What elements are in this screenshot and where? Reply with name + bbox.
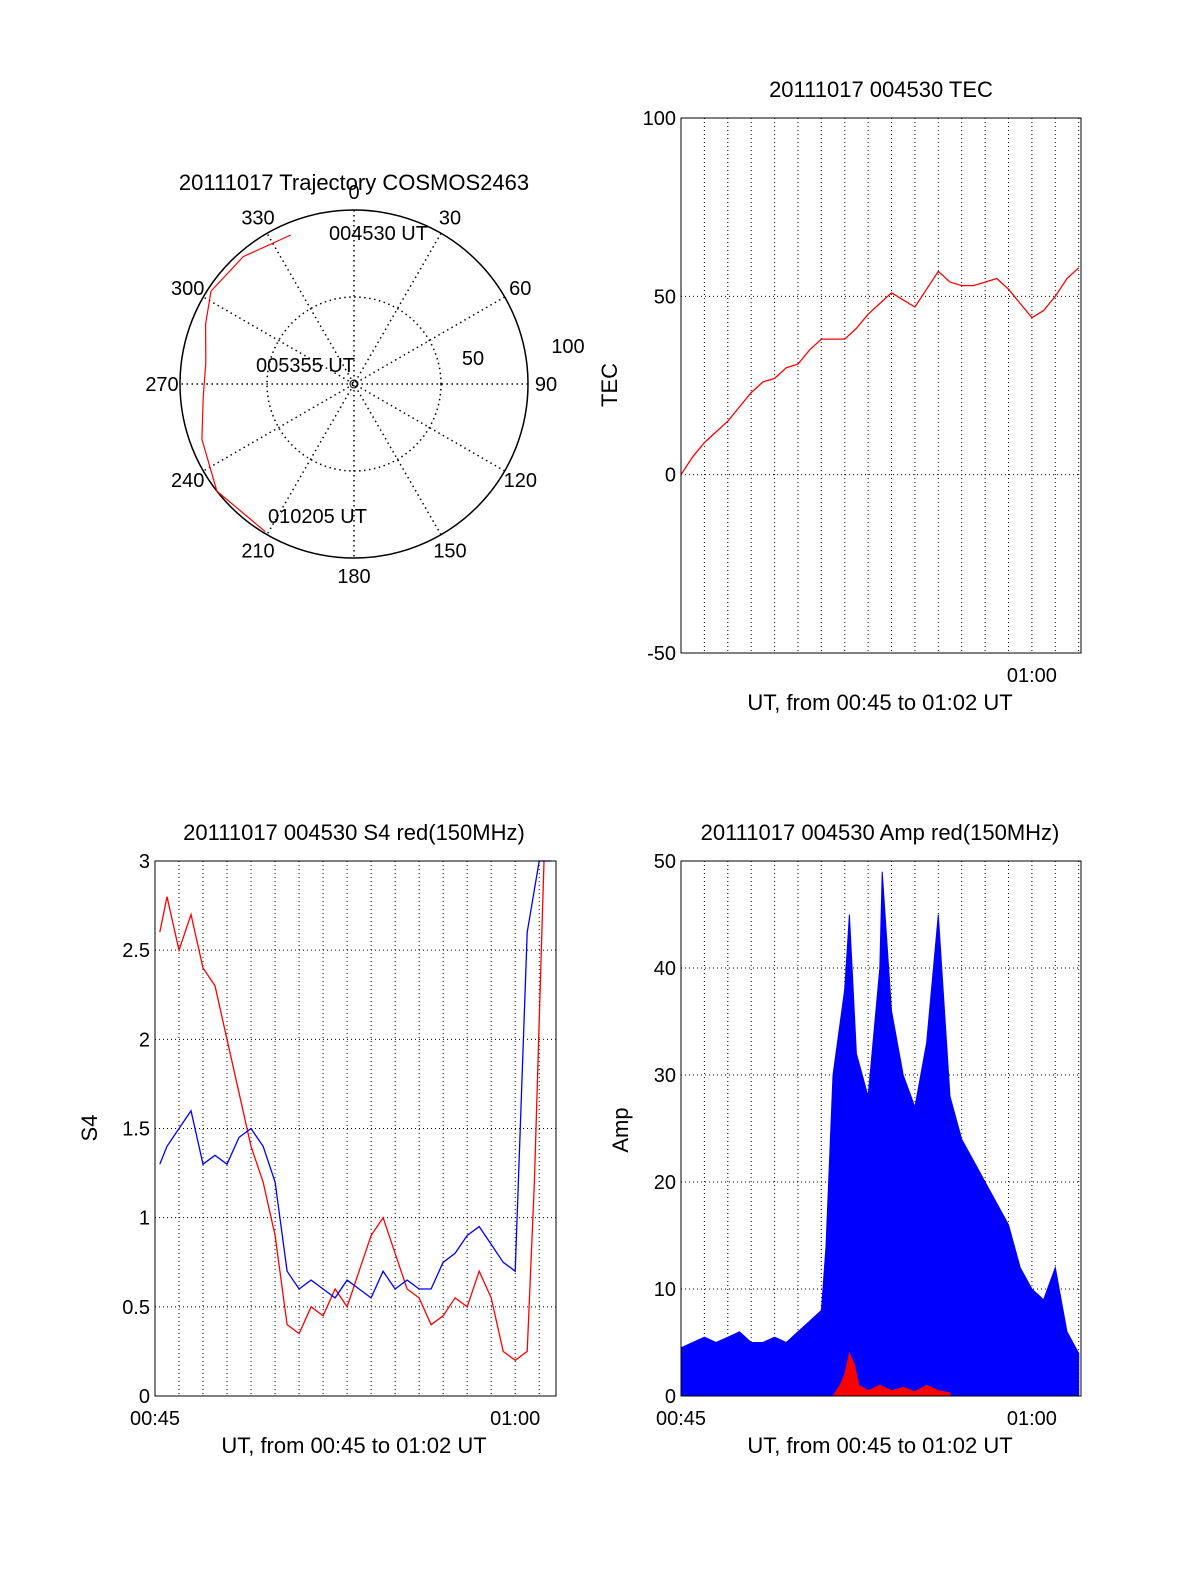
s4-title: 20111017 004530 S4 red(150MHz)	[183, 820, 525, 845]
polar-spoke	[266, 232, 442, 536]
tec-ytick-label: 50	[654, 286, 676, 308]
amp-xtick-label: 00:45	[656, 1408, 706, 1430]
amp-title: 20111017 004530 Amp red(150MHz)	[701, 820, 1060, 845]
tec-ytick-label: 100	[643, 108, 676, 130]
tec-title: 20111017 004530 TEC	[769, 77, 993, 102]
polar-angle-label: 270	[145, 374, 178, 396]
tec-plot: 20111017 004530 TEC -50 0 50 100 01:00 TEC U…	[597, 77, 1082, 715]
s4-tick-labels: 0 0.5 1 1.5 2 2.5 3 00:45 01:00	[122, 851, 540, 1430]
tec-ytick-label: -50	[647, 643, 676, 665]
polar-angle-label: 150	[433, 540, 466, 562]
amp-series-1-area	[832, 1351, 951, 1397]
s4-ytick-label: 1	[139, 1208, 150, 1230]
amp-series	[680, 871, 1080, 1397]
s4-ylabel: S4	[77, 1115, 102, 1142]
amp-ytick-label: 10	[654, 1279, 676, 1301]
s4-series	[159, 860, 552, 1362]
polar-angle-label: 0	[348, 182, 359, 204]
amp-axes-frame	[680, 860, 1082, 1397]
amp-plot: 20111017 004530 Amp red(150MHz) 0 10 20 30 4…	[608, 820, 1082, 1458]
tec-ylabel: TEC	[597, 363, 622, 407]
amp-xlabel: UT, from 00:45 to 01:02 UT	[747, 1433, 1012, 1458]
tec-tick-labels: -50 0 50 100 01:00	[643, 108, 1057, 687]
tec-series-0-line	[680, 267, 1080, 476]
s4-series-1-line	[159, 860, 552, 1299]
polar-angle-label: 240	[171, 470, 204, 492]
polar-angle-label: 60	[509, 278, 531, 300]
polar-angle-labels: 0 30 60 90 120 150 180 210 240 270 300 330	[145, 182, 557, 588]
amp-tick-labels: 0 10 20 30 40 50 00:45 01:00	[654, 851, 1057, 1430]
tec-series	[680, 267, 1080, 476]
tec-xlabel: UT, from 00:45 to 01:02 UT	[747, 690, 1012, 715]
s4-xtick-label: 01:00	[490, 1408, 540, 1430]
polar-angle-label: 90	[535, 374, 557, 396]
s4-grid	[155, 861, 556, 1396]
polar-angle-label: 330	[241, 208, 274, 230]
tec-grid	[681, 118, 1081, 653]
s4-xlabel: UT, from 00:45 to 01:02 UT	[221, 1433, 486, 1458]
amp-series-0-area	[680, 871, 1080, 1397]
annotation-start-time: 004530 UT	[329, 223, 428, 245]
s4-ytick-label: 2.5	[122, 940, 150, 962]
s4-ytick-label: 1.5	[122, 1119, 150, 1141]
s4-xtick-label: 00:45	[130, 1408, 180, 1430]
s4-axes-frame	[154, 860, 557, 1397]
annotation-mid-time: 005355 UT	[256, 355, 355, 377]
s4-plot: 20111017 004530 S4 red(150MHz) 0 0.5 1 1.5 2…	[77, 820, 557, 1458]
polar-angle-label: 30	[439, 208, 461, 230]
polar-inner-circle	[266, 296, 442, 472]
polar-radial-label-100: 100	[551, 336, 584, 358]
polar-angle-label: 300	[171, 278, 204, 300]
tec-xtick-label: 01:00	[1007, 665, 1057, 687]
s4-series-0-line	[159, 860, 545, 1362]
amp-xtick-label: 01:00	[1007, 1408, 1057, 1430]
s4-ytick-label: 0.5	[122, 1297, 150, 1319]
tec-ytick-label: 0	[665, 465, 676, 487]
s4-ytick-label: 2	[139, 1029, 150, 1051]
tec-axes-frame	[680, 117, 1082, 654]
polar-angle-label: 210	[241, 540, 274, 562]
amp-ylabel: Amp	[608, 1107, 633, 1152]
polar-grid	[179, 209, 529, 559]
amp-ytick-label: 50	[654, 851, 676, 873]
amp-ytick-label: 40	[654, 958, 676, 980]
s4-ytick-label: 3	[139, 851, 150, 873]
polar-spoke	[266, 232, 442, 536]
s4-ytick-label: 0	[139, 1386, 150, 1408]
annotation-end-time: 010205 UT	[268, 506, 367, 528]
polar-trajectory-plot: 20111017 Trajectory COSMOS2463 0 30 60 90 12…	[145, 170, 584, 588]
amp-ytick-label: 20	[654, 1172, 676, 1194]
polar-angle-label: 120	[504, 470, 537, 492]
amp-ytick-label: 0	[665, 1386, 676, 1408]
polar-radial-label-50: 50	[462, 348, 484, 370]
polar-trajectory-line	[201, 234, 292, 533]
polar-title: 20111017 Trajectory COSMOS2463	[179, 170, 529, 195]
amp-ytick-label: 30	[654, 1065, 676, 1087]
polar-angle-label: 180	[337, 566, 370, 588]
